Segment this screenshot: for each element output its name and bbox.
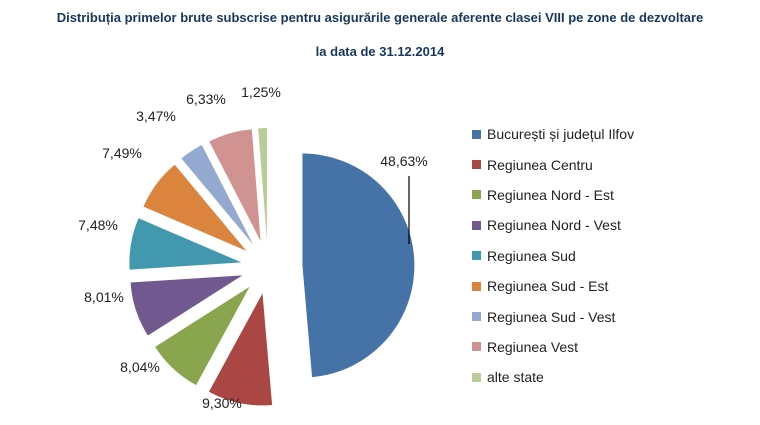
- legend-swatch: [472, 281, 481, 291]
- chart-title: Distribuția primelor brute subscrise pen…: [56, 10, 704, 25]
- legend-item: Regiunea Sud: [472, 241, 752, 271]
- slice-label-4: 8,01%: [84, 289, 124, 305]
- pie-slice-7: [181, 144, 254, 245]
- legend-label: Regiunea Centru: [487, 156, 593, 173]
- legend-item: Regiunea Nord - Est: [472, 180, 752, 210]
- slice-label-6: 7,49%: [102, 145, 142, 161]
- chart-subtitle: la data de 31.12.2014: [315, 44, 445, 59]
- legend-swatch: [472, 190, 481, 200]
- legend-item: Regiunea Sud - Est: [472, 271, 752, 301]
- legend-label: Regiunea Sud - Vest: [487, 308, 616, 325]
- pie-slice-6: [143, 164, 247, 251]
- legend-label: Regiunea Nord - Est: [487, 186, 614, 203]
- slice-label-1: 48,63%: [380, 153, 427, 169]
- legend-label: alte state: [487, 369, 544, 386]
- slice-label-9: 1,25%: [241, 84, 281, 100]
- legend-label: Regiunea Sud: [487, 247, 576, 264]
- slice-label-5: 7,48%: [78, 217, 118, 233]
- legend-item: Regiunea Centru: [472, 149, 752, 179]
- legend-label: Regiunea Nord - Vest: [487, 217, 621, 234]
- legend-swatch: [472, 342, 481, 352]
- legend-label: București și județul Ilfov: [487, 126, 635, 143]
- pie-slice-2: [208, 293, 273, 406]
- legend-swatch: [472, 251, 481, 261]
- legend-label: Regiunea Sud - Est: [487, 278, 609, 295]
- slice-label-3: 8,04%: [120, 359, 160, 375]
- pie-slice-5: [129, 218, 242, 270]
- slice-label-7: 3,47%: [136, 108, 176, 124]
- pie-slice-3: [155, 286, 250, 386]
- legend-swatch: [472, 312, 481, 322]
- legend-swatch: [472, 220, 481, 230]
- legend-item: Regiunea Vest: [472, 332, 752, 362]
- pie-slice-8: [209, 129, 261, 242]
- slice-labels: 48,63% 9,30% 8,04% 8,01% 7,48% 7,49% 3,47% 6,33…: [78, 84, 428, 411]
- legend-swatch: [472, 129, 481, 139]
- pie-slices: [129, 128, 415, 406]
- legend-item: Regiunea Sud - Vest: [472, 301, 752, 331]
- legend-swatch: [472, 372, 481, 382]
- legend-swatch: [472, 160, 481, 170]
- pie-slice-1: [302, 153, 415, 378]
- legend-item: București și județul Ilfov: [472, 119, 752, 149]
- pie-slice-4: [130, 275, 243, 336]
- chart-legend: București și județul Ilfov Regiunea Centr…: [472, 119, 752, 393]
- legend-item: alte state: [472, 362, 752, 392]
- slice-label-2: 9,30%: [202, 395, 242, 411]
- slice-label-8: 6,33%: [186, 91, 226, 107]
- legend-label: Regiunea Vest: [487, 338, 579, 355]
- pie-slice-9: [258, 128, 267, 241]
- legend-item: Regiunea Nord - Vest: [472, 210, 752, 240]
